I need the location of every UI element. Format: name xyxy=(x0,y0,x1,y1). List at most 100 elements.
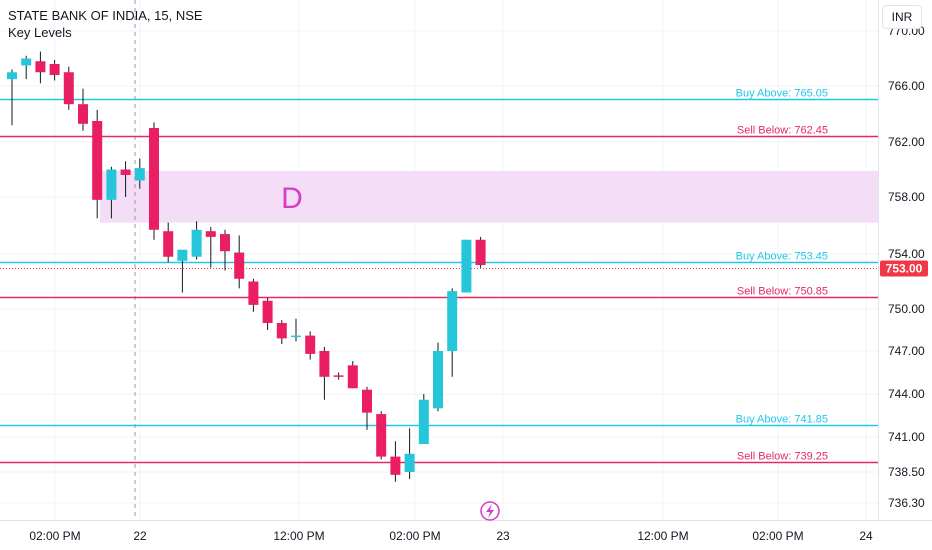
candle xyxy=(376,411,387,460)
candle xyxy=(35,51,46,84)
candle xyxy=(276,320,287,344)
candle-body xyxy=(319,351,330,377)
time-tick-label: 23 xyxy=(496,529,510,543)
candle xyxy=(205,226,216,268)
price-tick-label: 741.00 xyxy=(888,430,925,444)
candle-body xyxy=(63,72,74,105)
sell-level-label: Sell Below: 739.25 xyxy=(737,451,828,463)
candle xyxy=(220,229,230,271)
candle xyxy=(92,109,103,219)
candle-body xyxy=(248,281,259,305)
candle-body xyxy=(21,58,32,66)
current-price-badge xyxy=(880,260,928,277)
candle xyxy=(305,331,316,360)
time-tick-label: 02:00 PM xyxy=(752,529,803,543)
candle-body xyxy=(276,323,287,339)
price-tick-label: 750.00 xyxy=(888,302,925,316)
candle xyxy=(134,158,145,189)
time-tick-label: 02:00 PM xyxy=(389,529,440,543)
time-tick-label: 12:00 PM xyxy=(273,529,324,543)
candle xyxy=(262,298,273,330)
candle-body xyxy=(134,168,145,181)
candle-body xyxy=(78,104,88,124)
candle-body xyxy=(220,234,230,252)
buy-level-label: Buy Above: 753.45 xyxy=(736,251,828,263)
price-tick-label: 762.00 xyxy=(888,135,925,149)
candle xyxy=(106,166,117,219)
candle xyxy=(291,318,301,342)
candle xyxy=(7,69,17,126)
candle xyxy=(404,428,415,480)
price-tick-label: 738.50 xyxy=(888,465,925,479)
candle-body xyxy=(461,239,472,293)
sell-level-label: Sell Below: 762.45 xyxy=(737,125,828,137)
candle xyxy=(191,221,202,260)
candle xyxy=(461,239,472,293)
buy-level-label: Buy Above: 741.85 xyxy=(736,414,828,426)
candle xyxy=(78,88,88,131)
price-tick-label: 744.00 xyxy=(888,387,925,401)
candle-body xyxy=(362,389,372,413)
time-tick-label: 12:00 PM xyxy=(637,529,688,543)
candle-body xyxy=(205,231,216,237)
chart-title: STATE BANK OF INDIA, 15, NSE xyxy=(8,8,203,23)
candle-body xyxy=(347,365,358,389)
candle xyxy=(177,249,188,293)
candle-body xyxy=(390,456,401,475)
candle xyxy=(319,346,330,400)
candle xyxy=(248,278,259,312)
price-tick-label: 758.00 xyxy=(888,190,925,204)
candle-body xyxy=(7,72,17,80)
time-tick-label: 22 xyxy=(133,529,147,543)
candle xyxy=(418,394,429,444)
candle-body xyxy=(418,399,429,444)
zone-label: D xyxy=(281,182,303,215)
candle-body xyxy=(191,229,202,257)
lightning-icon-bolt xyxy=(486,504,494,518)
time-tick-label: 02:00 PM xyxy=(29,529,80,543)
candle-body xyxy=(35,61,46,73)
current-price-label: 753.00 xyxy=(886,262,923,276)
candle-body xyxy=(291,335,301,338)
candle xyxy=(149,122,159,240)
candle xyxy=(447,288,458,377)
candle xyxy=(49,59,60,81)
candle-body xyxy=(177,249,188,261)
candle-body xyxy=(262,300,273,323)
candle xyxy=(21,55,32,80)
candle-body xyxy=(305,335,316,354)
indicator-name: Key Levels xyxy=(8,25,72,40)
time-tick-label: 24 xyxy=(859,529,873,543)
candle xyxy=(433,342,443,412)
candle xyxy=(347,361,358,389)
candle xyxy=(333,372,344,380)
candle-body xyxy=(234,252,245,279)
currency-button[interactable]: INR xyxy=(882,5,922,29)
candle-body xyxy=(92,121,103,200)
buy-level-label: Buy Above: 765.05 xyxy=(736,88,828,100)
candle xyxy=(390,441,401,482)
lightning-icon[interactable] xyxy=(480,501,500,521)
candle-body xyxy=(149,128,159,230)
price-tick-label: 736.30 xyxy=(888,496,925,510)
candle xyxy=(475,236,486,268)
candle-body xyxy=(333,375,344,377)
candle xyxy=(120,161,131,197)
candle xyxy=(163,222,174,263)
candle-body xyxy=(163,231,174,257)
price-tick-label: 747.00 xyxy=(888,344,925,358)
candle-body xyxy=(475,239,486,265)
candle xyxy=(362,386,372,430)
candle-body xyxy=(447,291,458,351)
demand-zone xyxy=(100,170,878,223)
price-tick-label: 766.00 xyxy=(888,79,925,93)
price-tick-label: 754.00 xyxy=(888,247,925,261)
candle xyxy=(234,235,245,289)
candle-body xyxy=(49,64,60,75)
candle-body xyxy=(376,414,387,457)
sell-level-label: Sell Below: 750.85 xyxy=(737,286,828,298)
candle-body xyxy=(106,169,117,200)
candle-body xyxy=(433,351,443,409)
candle xyxy=(63,66,74,110)
